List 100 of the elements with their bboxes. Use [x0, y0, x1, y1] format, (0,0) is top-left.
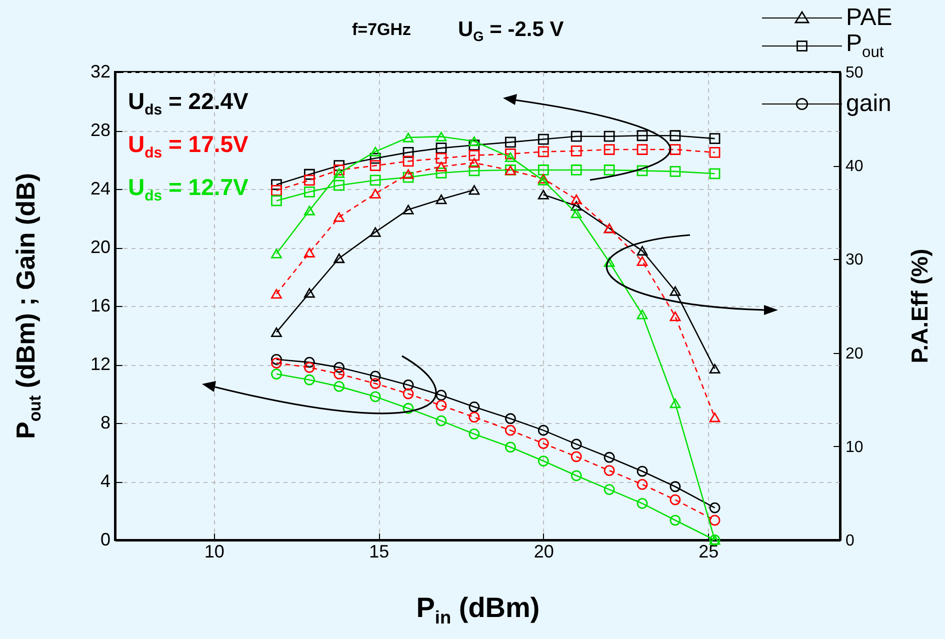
point: [636, 246, 648, 256]
point: [436, 132, 447, 142]
point: [468, 185, 480, 195]
point: [468, 412, 480, 423]
legend-label: PAE: [846, 4, 892, 31]
point: [670, 166, 681, 177]
legend-label: gain: [846, 90, 892, 117]
point: [334, 160, 345, 172]
point: [570, 470, 582, 482]
point: [505, 413, 516, 424]
point: [370, 188, 381, 198]
point: [304, 168, 315, 180]
point: [402, 146, 414, 158]
point: [636, 130, 648, 142]
point: [570, 130, 582, 142]
point: [370, 146, 381, 156]
point: [570, 438, 582, 450]
point: [670, 286, 681, 296]
point: [604, 452, 615, 463]
y-tick-label: 0: [100, 530, 110, 550]
point: [436, 415, 447, 426]
point: [402, 172, 414, 183]
point: [334, 164, 345, 176]
point: [570, 201, 582, 211]
point: [370, 160, 381, 172]
y2-tick-label: 50: [846, 64, 864, 82]
point: [334, 381, 345, 392]
point: [670, 311, 681, 322]
point: [271, 289, 282, 299]
x-tick-label: 20: [534, 542, 554, 562]
point: [402, 132, 414, 142]
point: [436, 152, 447, 164]
point: [271, 248, 282, 258]
point: [271, 354, 282, 365]
point: [402, 156, 414, 167]
y-tick-label: 24: [90, 178, 110, 198]
point: [436, 400, 447, 411]
point: [538, 424, 549, 436]
point: [304, 356, 315, 368]
point: [402, 380, 414, 390]
point: [271, 185, 282, 196]
point: [334, 168, 345, 178]
annotation: U$_{ds}$ = 12.7V: [128, 174, 248, 205]
point: [670, 398, 681, 408]
chart-subtitle: U$_{G}$ = -2.5 V: [458, 18, 564, 44]
point: [604, 484, 615, 495]
point: [370, 174, 381, 186]
point: [604, 130, 615, 142]
point: [334, 362, 345, 373]
point: [334, 368, 345, 380]
point: [271, 179, 282, 190]
point: [505, 424, 516, 436]
y2-tick-label: 40: [846, 158, 864, 176]
point: [538, 164, 549, 176]
point: [670, 481, 681, 492]
point: [436, 390, 447, 401]
point: [271, 358, 282, 368]
point: [468, 428, 480, 440]
point: [538, 456, 549, 466]
point: [636, 165, 648, 176]
x-axis-title: P$_{in}$ (dBm): [416, 592, 540, 629]
point: [604, 257, 615, 267]
point: [636, 144, 648, 155]
point: [636, 466, 648, 477]
point: [370, 152, 381, 164]
x-tick-label: 10: [204, 542, 224, 562]
annotation: U$_{ds}$ = 22.4V: [128, 88, 248, 119]
point: [436, 142, 447, 154]
point: [709, 514, 720, 526]
point: [709, 412, 720, 422]
point: [636, 310, 648, 320]
point: [271, 327, 282, 338]
point: [670, 494, 681, 506]
point: [636, 478, 648, 490]
point: [402, 388, 414, 400]
point: [304, 362, 315, 373]
y2-tick-label: 30: [846, 252, 864, 269]
point: [709, 364, 720, 374]
point: [402, 204, 414, 214]
point: [370, 227, 381, 237]
point: [304, 174, 315, 186]
point: [468, 140, 480, 151]
point: [570, 146, 582, 156]
point: [709, 502, 720, 514]
y-tick-label: 20: [90, 237, 110, 257]
point: [538, 134, 549, 145]
point: [604, 164, 615, 176]
x-tick-label: 15: [369, 542, 390, 562]
point: [505, 148, 516, 160]
point: [304, 186, 315, 198]
point: [436, 167, 447, 178]
y-tick-label: 8: [100, 412, 110, 432]
y-tick-label: 4: [100, 471, 110, 491]
point: [670, 514, 681, 526]
point: [334, 212, 345, 222]
point: [505, 136, 516, 148]
point: [604, 144, 615, 155]
point: [468, 165, 480, 176]
point: [304, 248, 315, 258]
point: [304, 374, 315, 386]
